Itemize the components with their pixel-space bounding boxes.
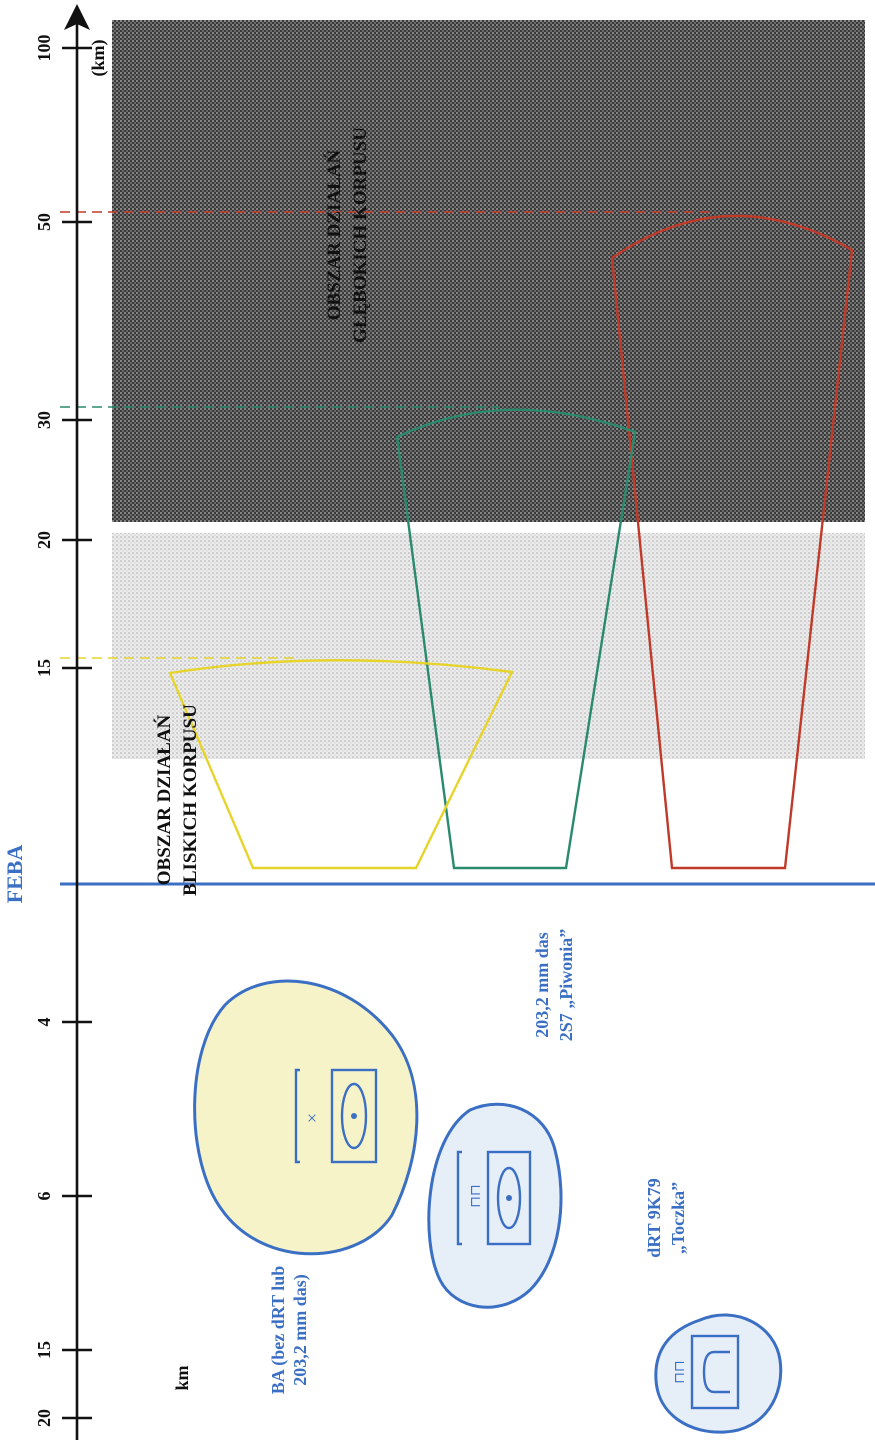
range-fan-15km — [168, 659, 514, 870]
piwonia-label-line1: 203,2 mm das — [532, 932, 552, 1038]
toczka-unit-mark: ⊓⊓ — [673, 1360, 688, 1383]
toczka-position-area — [654, 1313, 783, 1434]
ba-label-line2: 203,2 mm das) — [290, 1274, 311, 1386]
deep-ticks — [62, 46, 92, 670]
deep-zone-label-line2: GŁĘBOKICH KORPUSU — [350, 127, 371, 343]
ba-unit-symbol-icon — [294, 1068, 378, 1164]
feba-label: FEBA — [2, 845, 27, 904]
piwonia-unit-mark: ⊓⊓ — [469, 1184, 484, 1207]
range-fan-50km — [610, 214, 854, 870]
piwonia-label-line2: 2S7 „Piwonia” — [556, 929, 576, 1042]
ba-label-line1: BA (bez dRT lub — [268, 1266, 289, 1395]
axis-arrow-icon — [64, 4, 90, 30]
deep-operations-zone — [112, 20, 865, 522]
toczka-label-line1: dRT 9K79 — [644, 1178, 664, 1258]
toczka-label-line2: „Toczka” — [668, 1182, 688, 1254]
tick-label-4: 4 — [34, 1018, 54, 1027]
axis-unit-km-top: (km) — [88, 40, 109, 77]
range-fan-30km — [395, 408, 637, 870]
ba-unit-mark: × — [302, 1113, 322, 1123]
tick-label-20-rear: 20 — [34, 1409, 54, 1427]
close-zone-label-line2: BLISKICH KORPUSU — [180, 704, 201, 896]
piwonia-position-area — [427, 1102, 563, 1309]
tick-label-30: 30 — [34, 411, 54, 429]
axis-unit-km-bottom: km — [172, 1365, 192, 1390]
tick-label-50: 50 — [34, 213, 54, 231]
close-zone-label-line1: OBSZAR DZIAŁAŃ — [153, 714, 175, 885]
tick-label-15: 15 — [34, 659, 54, 677]
tick-label-20: 20 — [34, 531, 54, 549]
piwonia-unit-symbol-icon — [456, 1150, 532, 1246]
rear-ticks — [62, 1020, 92, 1420]
toczka-unit-symbol-icon — [690, 1334, 740, 1410]
deep-zone-label-line1: OBSZAR DZIAŁAŃ — [323, 149, 345, 320]
tick-label-100: 100 — [34, 35, 54, 62]
tick-label-6: 6 — [34, 1192, 54, 1201]
close-operations-zone — [112, 533, 865, 759]
tick-label-15-rear: 15 — [34, 1341, 54, 1359]
ba-position-area — [193, 979, 419, 1256]
